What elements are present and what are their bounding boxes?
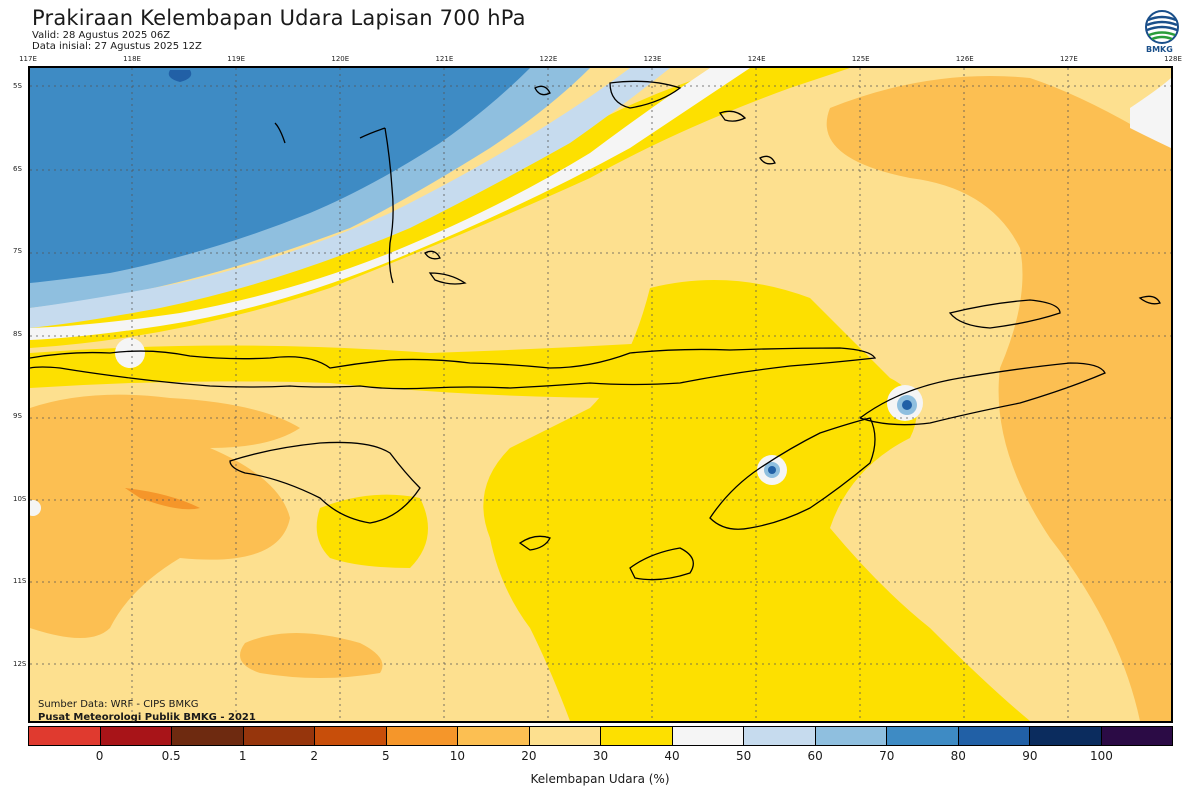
lon-label: 125E (851, 55, 870, 63)
lon-label: 120E (331, 55, 350, 63)
lon-label: 128E (1164, 55, 1182, 63)
lat-label: 5S (13, 82, 22, 90)
lon-label: 118E (123, 55, 141, 63)
colorbar-cell (315, 727, 387, 745)
colorbar-tick-label: 60 (807, 749, 823, 763)
lon-label: 117E (19, 55, 37, 63)
colorbar-cell (386, 727, 458, 745)
lon-label: 119E (227, 55, 246, 63)
lat-label: 9S (13, 412, 22, 420)
source-line-2: Pusat Meteorologi Publik BMKG - 2021 (38, 712, 256, 723)
lon-label: 127E (1060, 55, 1078, 63)
bmkg-logo-icon (1145, 10, 1179, 44)
colorbar-cell (458, 727, 530, 745)
map-header: Prakiraan Kelembapan Udara Lapisan 700 h… (32, 6, 526, 52)
map-title: Prakiraan Kelembapan Udara Lapisan 700 h… (32, 6, 526, 30)
colorbar-tick-label: 50 (735, 749, 752, 763)
colorbar-tick-label: 0.5 (161, 749, 181, 763)
colorbar-cell (243, 727, 315, 745)
colorbar-cell (601, 727, 673, 745)
colorbar-cell (172, 727, 244, 745)
colorbar-tick-label: 80 (950, 749, 966, 763)
source-line-1: Sumber Data: WRF - CIPS BMKG (38, 699, 199, 710)
colorbar-tick-label: 5 (381, 749, 390, 763)
humidity-map (28, 66, 1173, 723)
valid-time: Valid: 28 Agustus 2025 06Z (32, 30, 171, 41)
colorbar-tick-label: 40 (664, 749, 680, 763)
colorbar-cell (672, 727, 744, 745)
colorbar-title: Kelembapan Udara (%) (530, 772, 670, 786)
colorbar (28, 726, 1173, 746)
logo-label: BMKG (1146, 45, 1173, 54)
colorbar-cell (744, 727, 816, 745)
lat-label: 6S (13, 164, 22, 173)
data-source: Sumber Data: WRF - CIPS BMKG Pusat Meteo… (38, 698, 256, 724)
lon-label: 123E (643, 55, 662, 63)
colorbar-tick-label: 70 (879, 749, 895, 763)
colorbar-tick-label: 10 (449, 749, 466, 763)
colorbar-tick-label: 90 (1022, 749, 1038, 763)
lon-label: 124E (747, 55, 766, 63)
colorbar-cell (29, 727, 101, 745)
lat-label: 7S (13, 247, 22, 255)
colorbar-cell (1101, 727, 1172, 745)
colorbar-tick-label: 30 (592, 749, 609, 763)
colorbar-cell (1030, 727, 1102, 745)
colorbar-tick-label: 100 (1089, 749, 1113, 763)
colorbar-cell (815, 727, 887, 745)
colorbar-cell (529, 727, 601, 745)
init-time: Data inisial: 27 Agustus 2025 12Z (32, 41, 202, 52)
lat-label: 10S (13, 494, 27, 503)
colorbar-tick-label: 20 (521, 749, 537, 763)
colorbar-cell (958, 727, 1030, 745)
colorbar-cell (100, 727, 172, 745)
lon-label: 121E (435, 55, 454, 63)
colorbar-tick-label: 0 (95, 749, 104, 763)
lat-label: 12S (13, 659, 27, 668)
lat-label: 8S (13, 329, 22, 338)
colorbar-tick-label: 1 (238, 749, 247, 763)
colorbar-cell (887, 727, 959, 745)
lon-label: 126E (955, 55, 974, 63)
colorbar-tick-label: 2 (310, 749, 319, 763)
lat-label: 11S (13, 577, 27, 585)
lon-label: 122E (539, 55, 558, 63)
